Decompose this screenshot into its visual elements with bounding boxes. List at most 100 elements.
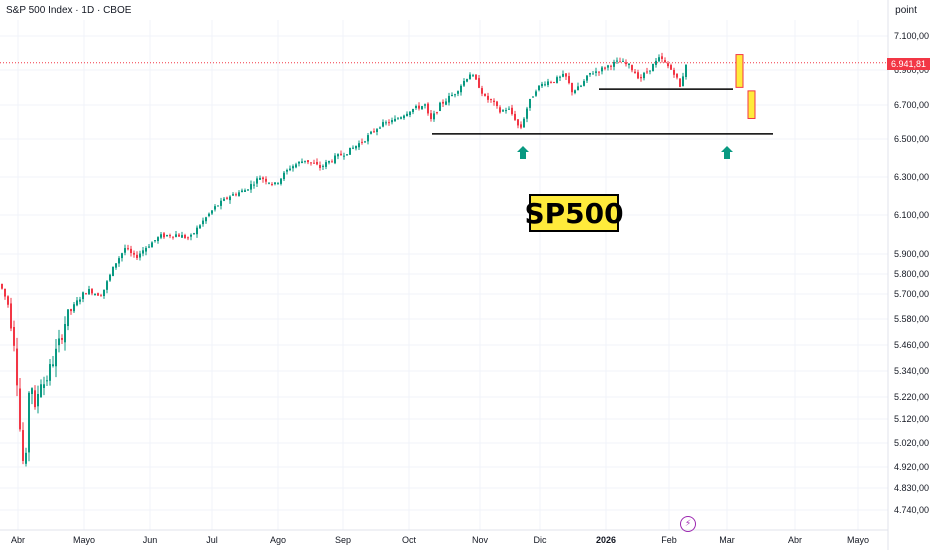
candle-body xyxy=(592,73,594,75)
candle-body xyxy=(610,65,612,67)
candle-body xyxy=(67,309,69,327)
candle-body xyxy=(463,81,465,86)
candle-body xyxy=(301,161,303,164)
candle-body xyxy=(286,170,288,172)
candle-body xyxy=(235,194,237,196)
candle-body xyxy=(175,234,177,237)
candle-body xyxy=(109,274,111,281)
candle-body xyxy=(163,233,165,238)
candle-body xyxy=(436,112,438,114)
x-tick-label: Mayo xyxy=(73,535,95,545)
candle-body xyxy=(250,184,252,190)
candle-body xyxy=(580,85,582,87)
candle-body xyxy=(307,160,309,163)
candle-body xyxy=(238,192,240,196)
candle-body xyxy=(283,172,285,180)
candle-body xyxy=(568,76,570,84)
x-tick-label: Ago xyxy=(270,535,286,545)
candle-body xyxy=(193,233,195,235)
candle-body xyxy=(622,60,624,62)
candle-body xyxy=(508,108,510,110)
candle-body xyxy=(127,248,129,250)
candle-body xyxy=(322,165,324,167)
candle-body xyxy=(442,101,444,104)
candle-body xyxy=(289,168,291,171)
candle-body xyxy=(370,131,372,134)
x-tick-label: Jul xyxy=(206,535,218,545)
candle-body xyxy=(337,154,339,157)
candle-body xyxy=(400,117,402,119)
candle-body xyxy=(583,81,585,86)
y-tick-label: 5.120,00 xyxy=(894,414,929,424)
candle-body xyxy=(253,184,255,186)
candle-body xyxy=(604,67,606,69)
axis-unit-button[interactable]: point xyxy=(895,5,917,16)
candle-body xyxy=(265,178,267,182)
up-arrow-icon xyxy=(517,146,529,159)
candle-body xyxy=(199,225,201,229)
candle-body xyxy=(601,67,603,72)
candle-body xyxy=(166,235,168,237)
candle-body xyxy=(112,266,114,276)
candle-body xyxy=(634,71,636,74)
lightning-icon[interactable]: ⚡ xyxy=(680,516,696,532)
candle-body xyxy=(574,90,576,93)
y-tick-label: 5.220,00 xyxy=(894,392,929,402)
candle-body xyxy=(616,60,618,62)
x-tick-label: Dic xyxy=(534,535,547,545)
candle-body xyxy=(277,182,279,184)
candle-body xyxy=(328,161,330,163)
candle-body xyxy=(358,143,360,148)
candle-body xyxy=(196,227,198,235)
candle-body xyxy=(682,76,684,86)
candle-body xyxy=(538,85,540,91)
candle-body xyxy=(19,388,21,430)
y-tick-label: 6.300,00 xyxy=(894,172,929,182)
candle-body xyxy=(439,102,441,111)
candle-body xyxy=(70,309,72,312)
chart-title: S&P 500 Index · 1D · CBOE xyxy=(6,5,132,16)
candle-body xyxy=(310,162,312,164)
candle-body xyxy=(334,155,336,164)
candle-body xyxy=(85,293,87,295)
candle-body xyxy=(670,65,672,70)
x-tick-label: Oct xyxy=(402,535,417,545)
forecast-box xyxy=(747,90,756,119)
y-tick-label: 4.920,00 xyxy=(894,462,929,472)
candle-body xyxy=(511,107,513,115)
candle-body xyxy=(391,120,393,123)
candle-body xyxy=(121,253,123,259)
candle-body xyxy=(562,73,564,77)
candle-body xyxy=(514,113,516,120)
x-tick-label: Mayo xyxy=(847,535,869,545)
candle-body xyxy=(409,111,411,115)
candle-body xyxy=(637,72,639,79)
sp500-annotation: SP500 xyxy=(524,194,624,232)
candle-body xyxy=(208,213,210,216)
candle-body xyxy=(553,81,555,83)
candle-body xyxy=(667,63,669,67)
y-tick-label: 4.830,00 xyxy=(894,483,929,493)
candle-body xyxy=(469,74,471,80)
candle-body xyxy=(331,161,333,163)
candle-body xyxy=(256,178,258,184)
candle-body xyxy=(454,94,456,96)
candle-body xyxy=(679,78,681,87)
y-tick-label: 5.900,00 xyxy=(894,249,929,259)
candle-body xyxy=(148,246,150,248)
candle-body xyxy=(169,235,171,237)
candle-body xyxy=(673,69,675,75)
y-tick-label: 6.700,00 xyxy=(894,100,929,110)
candle-body xyxy=(565,73,567,77)
candle-body xyxy=(631,65,633,71)
candle-body xyxy=(28,392,30,453)
candle-body xyxy=(319,164,321,168)
candle-body xyxy=(226,197,228,199)
candle-body xyxy=(304,160,306,162)
candle-body xyxy=(178,234,180,237)
candle-body xyxy=(157,237,159,242)
candle-body xyxy=(550,82,552,84)
candle-body xyxy=(403,115,405,119)
